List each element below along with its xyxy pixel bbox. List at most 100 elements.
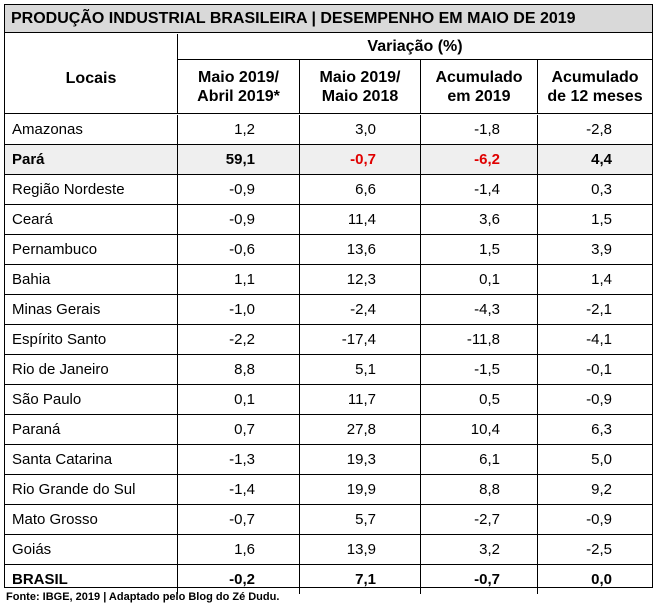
table-row: Rio Grande do Sul -1,4 19,9 8,8 9,2 (5, 475, 652, 505)
cell-local: Goiás (5, 535, 178, 564)
cell-maio-abril: -0,6 (178, 235, 300, 264)
cell-acumulado-2019: -2,7 (421, 505, 538, 534)
header-col-maio-maio: Maio 2019/ Maio 2018 (300, 60, 421, 114)
cell-acumulado-2019: 8,8 (421, 475, 538, 504)
cell-maio-abril: -1,4 (178, 475, 300, 504)
cell-acumulado-12-meses: -2,1 (586, 301, 612, 318)
cell-maio-maio: 27,8 (300, 415, 421, 444)
cell-local: Paraná (5, 415, 178, 444)
cell-local: São Paulo (5, 385, 178, 414)
cell-acumulado-2019: 0,1 (421, 265, 538, 294)
cell-acumulado-2019: 1,5 (421, 235, 538, 264)
cell-acumulado-12-meses: -0,9 (586, 511, 612, 528)
table-row-highlighted: Pará 59,1 -0,7 -6,2 4,4 (5, 145, 652, 175)
table-row: Região Nordeste -0,9 6,6 -1,4 0,3 (5, 175, 652, 205)
table-row: Amazonas 1,2 3,0 -1,8 -2,8 (5, 115, 652, 145)
cell-acumulado-2019: 0,5 (421, 385, 538, 414)
cell-acumulado-12-meses: -0,1 (586, 361, 612, 378)
cell-maio-maio: 11,4 (300, 205, 421, 234)
cell-acumulado-2019: -1,8 (421, 115, 538, 144)
header-col-acumulado-12-meses-line2: de 12 meses (547, 88, 643, 105)
cell-maio-maio: 5,7 (300, 505, 421, 534)
cell-maio-abril: -0,9 (178, 175, 300, 204)
cell-maio-maio: 11,7 (300, 385, 421, 414)
cell-acumulado-2019: -6,2 (421, 145, 538, 174)
cell-maio-abril: 0,7 (178, 415, 300, 444)
cell-acumulado-12-meses: 1,4 (591, 271, 612, 288)
header-col-maio-maio-line2: Maio 2018 (321, 88, 399, 105)
cell-maio-abril: 0,1 (178, 385, 300, 414)
table-row: Mato Grosso -0,7 5,7 -2,7 -0,9 (5, 505, 652, 535)
cell-acumulado-12-meses: -2,5 (586, 541, 612, 558)
cell-local: Amazonas (5, 115, 178, 144)
table-row: Pernambuco -0,6 13,6 1,5 3,9 (5, 235, 652, 265)
cell-maio-abril: -1,3 (178, 445, 300, 474)
cell-acumulado-12-meses: -4,1 (586, 331, 612, 348)
table-row: Espírito Santo -2,2 -17,4 -11,8 -4,1 (5, 325, 652, 355)
cell-acumulado-12-meses: 4,4 (591, 151, 612, 168)
table-row: Santa Catarina -1,3 19,3 6,1 5,0 (5, 445, 652, 475)
cell-maio-abril: 59,1 (178, 145, 300, 174)
table-row: São Paulo 0,1 11,7 0,5 -0,9 (5, 385, 652, 415)
cell-maio-maio: -2,4 (300, 295, 421, 324)
cell-maio-maio: 13,9 (300, 535, 421, 564)
cell-acumulado-2019: -1,4 (421, 175, 538, 204)
cell-maio-maio: -17,4 (300, 325, 421, 354)
cell-local: Pará (5, 145, 178, 174)
cell-maio-maio: 6,6 (300, 175, 421, 204)
cell-local: Santa Catarina (5, 445, 178, 474)
header-col-acumulado-2019-line2: em 2019 (447, 88, 511, 105)
header-locais: Locais (5, 34, 178, 114)
cell-local: Minas Gerais (5, 295, 178, 324)
header-col-acumulado-12-meses-line1: Acumulado (551, 69, 639, 86)
cell-local: BRASIL (5, 565, 178, 594)
cell-maio-maio: 12,3 (300, 265, 421, 294)
header-variacao: Variação (%) (178, 34, 652, 60)
table-row: Paraná 0,7 27,8 10,4 6,3 (5, 415, 652, 445)
cell-acumulado-12-meses: 5,0 (591, 451, 612, 468)
source-note: Fonte: IBGE, 2019 | Adaptado pelo Blog d… (6, 591, 280, 603)
cell-acumulado-2019: 10,4 (421, 415, 538, 444)
cell-maio-abril: -0,9 (178, 205, 300, 234)
cell-acumulado-12-meses: 0,0 (591, 571, 612, 588)
cell-local: Mato Grosso (5, 505, 178, 534)
cell-maio-abril: 1,6 (178, 535, 300, 564)
header-col-acumulado-2019: Acumulado em 2019 (421, 60, 538, 114)
cell-maio-maio: 19,3 (300, 445, 421, 474)
cell-acumulado-2019: 3,6 (421, 205, 538, 234)
cell-maio-maio: -0,7 (300, 145, 421, 174)
cell-maio-maio: 19,9 (300, 475, 421, 504)
header-col-maio-abril-line2: Abril 2019* (197, 88, 280, 105)
table-title: PRODUÇÃO INDUSTRIAL BRASILEIRA | DESEMPE… (5, 5, 652, 33)
cell-acumulado-2019: 6,1 (421, 445, 538, 474)
cell-local: Bahia (5, 265, 178, 294)
cell-maio-maio: 13,6 (300, 235, 421, 264)
cell-local: Região Nordeste (5, 175, 178, 204)
cell-acumulado-12-meses: 1,5 (591, 211, 612, 228)
cell-acumulado-12-meses: 6,3 (591, 421, 612, 438)
cell-acumulado-2019: -0,7 (421, 565, 538, 594)
cell-acumulado-12-meses: 0,3 (591, 181, 612, 198)
cell-maio-abril: -0,2 (178, 565, 300, 594)
table-row: Minas Gerais -1,0 -2,4 -4,3 -2,1 (5, 295, 652, 325)
cell-local: Rio de Janeiro (5, 355, 178, 384)
cell-acumulado-2019: -11,8 (421, 325, 538, 354)
header-col-acumulado-12-meses: Acumulado de 12 meses (538, 60, 652, 114)
table-row: Bahia 1,1 12,3 0,1 1,4 (5, 265, 652, 295)
cell-acumulado-2019: 3,2 (421, 535, 538, 564)
header-col-maio-maio-line1: Maio 2019/ (319, 69, 401, 86)
cell-maio-abril: 1,1 (178, 265, 300, 294)
cell-local: Rio Grande do Sul (5, 475, 178, 504)
cell-maio-maio: 3,0 (300, 115, 421, 144)
cell-acumulado-12-meses: -0,9 (586, 391, 612, 408)
cell-maio-abril: 1,2 (178, 115, 300, 144)
cell-acumulado-12-meses: 3,9 (591, 241, 612, 258)
table-row: Goiás 1,6 13,9 3,2 -2,5 (5, 535, 652, 565)
cell-maio-abril: -2,2 (178, 325, 300, 354)
cell-acumulado-12-meses: -2,8 (586, 121, 612, 138)
cell-maio-abril: -1,0 (178, 295, 300, 324)
table-row: Ceará -0,9 11,4 3,6 1,5 (5, 205, 652, 235)
header-col-acumulado-2019-line1: Acumulado (435, 69, 523, 86)
table-body: Amazonas 1,2 3,0 -1,8 -2,8 Pará 59,1 -0,… (5, 115, 652, 595)
cell-acumulado-2019: -1,5 (421, 355, 538, 384)
